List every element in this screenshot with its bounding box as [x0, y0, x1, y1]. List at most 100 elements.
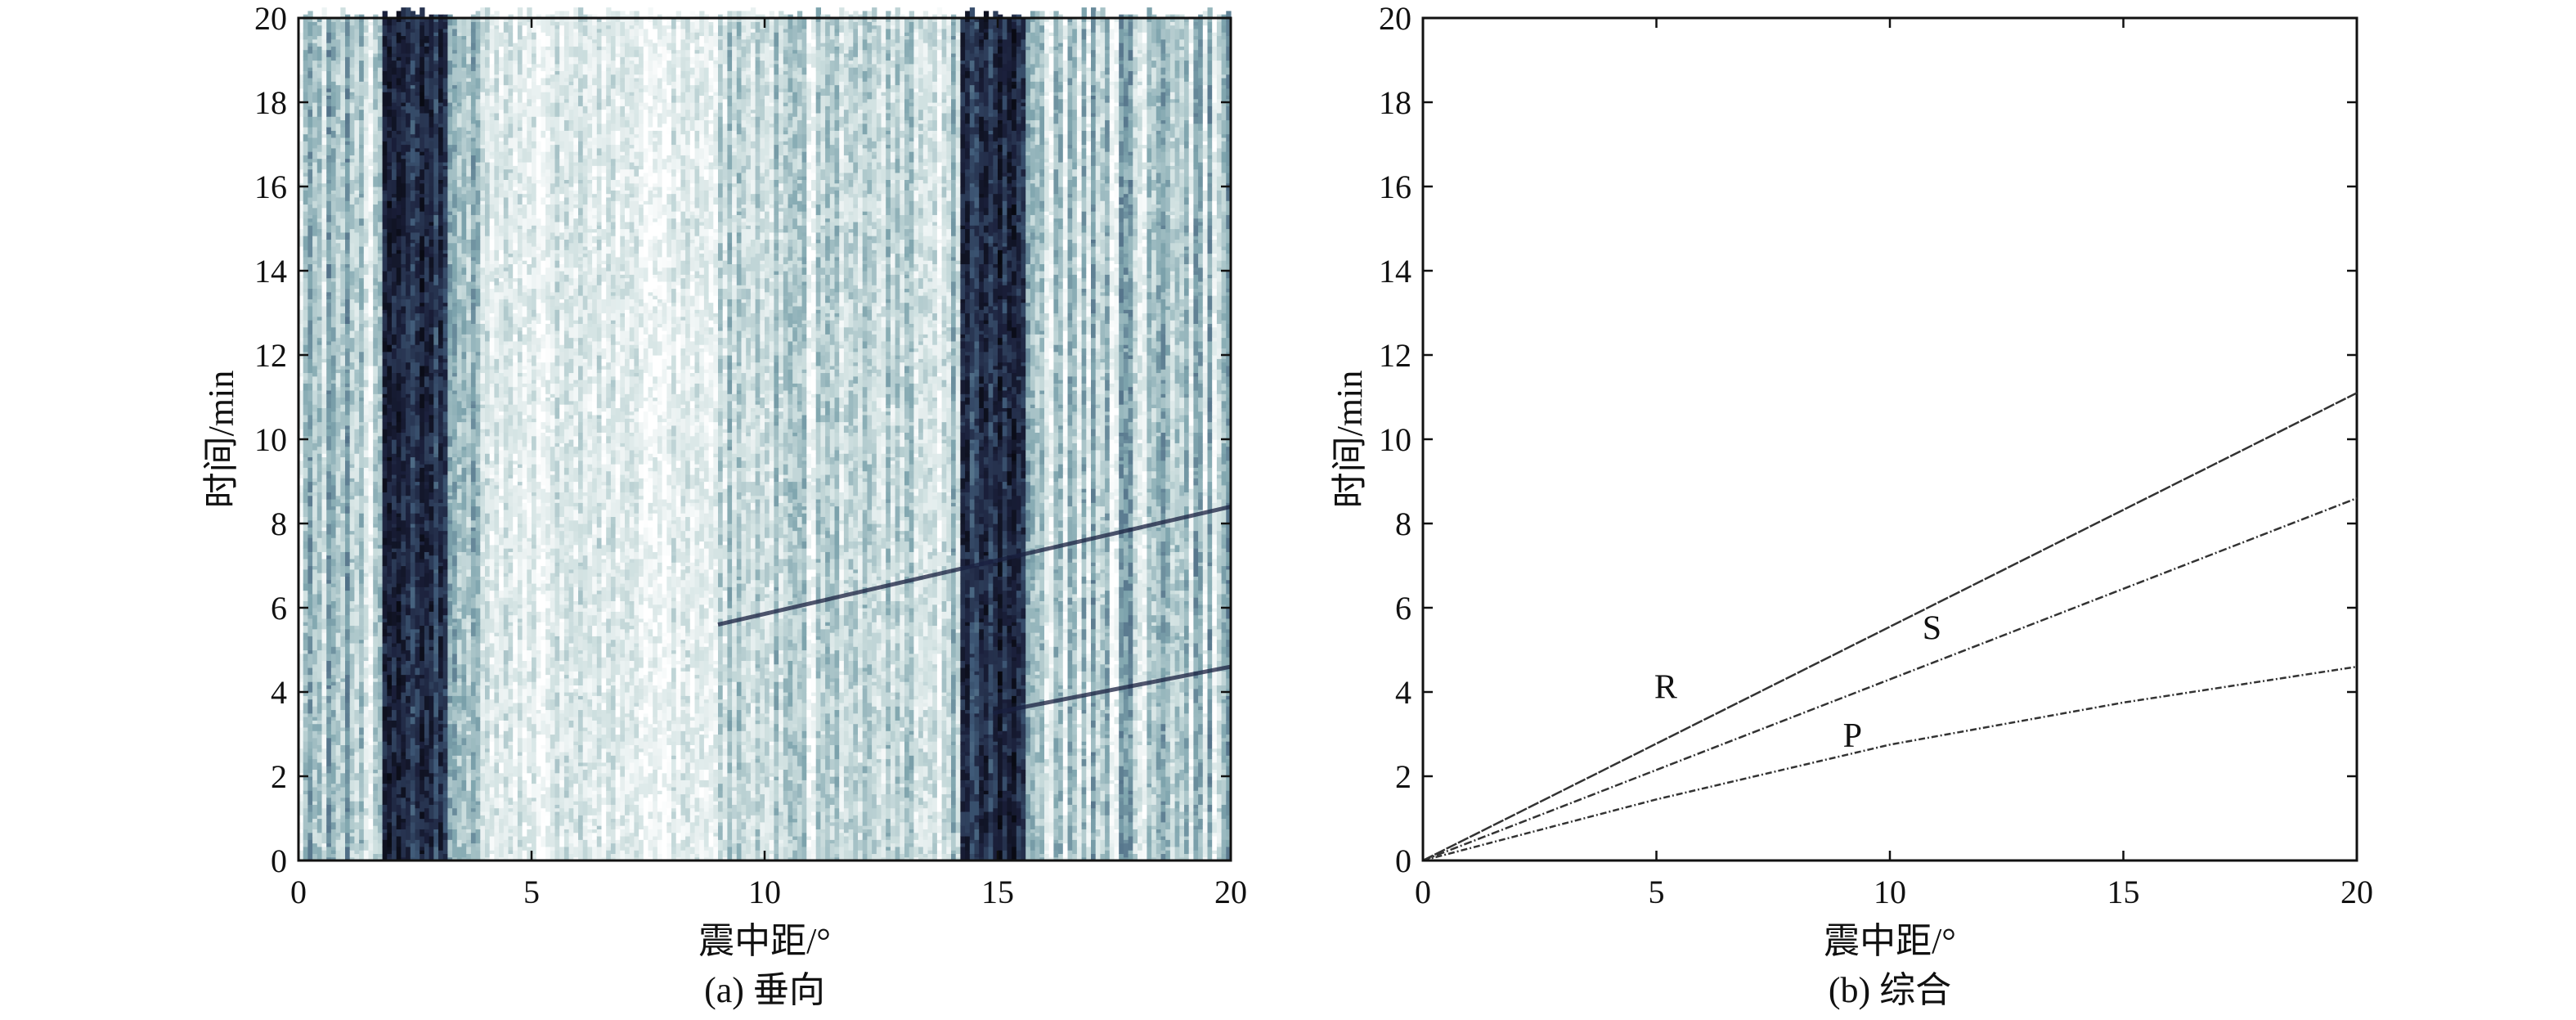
heatmap-cell [442, 169, 448, 177]
heatmap-cell [387, 380, 393, 388]
heatmap-cell [387, 604, 393, 612]
heatmap-cell [401, 576, 406, 581]
heatmap-cell [527, 449, 532, 458]
heatmap-cell [485, 7, 491, 22]
heatmap-cell [349, 758, 355, 774]
heatmap-cell [373, 186, 379, 191]
heatmap-cell [461, 407, 467, 416]
heatmap-cell [406, 271, 411, 275]
heatmap-cell [359, 706, 365, 711]
heatmap-cell [420, 453, 425, 465]
heatmap-cell [503, 663, 509, 672]
heatmap-cell [452, 155, 458, 160]
heatmap-cell [420, 850, 425, 855]
heatmap-cell [401, 35, 406, 40]
heatmap-cell [424, 411, 430, 423]
heatmap-cell [456, 127, 463, 142]
heatmap-cell [340, 748, 346, 753]
heatmap-cell [321, 260, 327, 265]
heatmap-cell [447, 414, 453, 423]
heatmap-cell [359, 267, 365, 279]
heatmap-cell [447, 407, 453, 416]
heatmap-cell [377, 245, 384, 250]
heatmap-cell [415, 375, 420, 380]
heatmap-cell [424, 608, 430, 619]
heatmap-cell [373, 769, 379, 774]
heatmap-cell [401, 316, 406, 324]
heatmap-cell [485, 453, 491, 465]
heatmap-cell [326, 158, 332, 163]
heatmap-cell [415, 52, 420, 68]
heatmap-cell [499, 720, 505, 735]
heatmap-cell [312, 245, 318, 261]
heatmap-cell [420, 576, 425, 587]
heatmap-cell [461, 856, 467, 861]
heatmap-cell [340, 169, 346, 177]
heatmap-cell [373, 558, 379, 567]
heatmap-cell [470, 484, 477, 500]
heatmap-cell [401, 509, 406, 521]
heatmap-cell [340, 74, 346, 86]
heatmap-cell [307, 565, 313, 570]
heatmap-cell [517, 582, 523, 595]
heatmap-cell [461, 52, 467, 57]
heatmap-cell [532, 214, 537, 226]
heatmap-cell [410, 801, 416, 805]
heatmap-cell [363, 348, 370, 363]
heatmap-cell [401, 751, 406, 756]
heatmap-cell [438, 435, 444, 443]
heatmap-cell [330, 856, 337, 861]
heatmap-cell [406, 801, 411, 816]
heatmap-cell [475, 608, 481, 622]
heatmap-cell [470, 467, 477, 483]
heatmap-cell [298, 544, 304, 559]
heatmap-cell [298, 295, 304, 310]
heatmap-cell [410, 446, 416, 458]
heatmap-cell [480, 744, 486, 760]
heatmap-cell [335, 818, 341, 834]
heatmap-cell [461, 628, 467, 644]
heatmap-cell [410, 856, 416, 861]
heatmap-cell [410, 231, 416, 240]
heatmap-cell [480, 365, 486, 374]
heatmap-cell [532, 245, 537, 258]
heatmap-cell [527, 541, 532, 556]
heatmap-cell [438, 112, 444, 124]
heatmap-cell [415, 386, 420, 391]
heatmap-cell [377, 400, 384, 412]
heatmap-cell [363, 127, 370, 131]
heatmap-cell [433, 309, 439, 317]
heatmap-cell [345, 211, 351, 222]
heatmap-cell [470, 751, 477, 756]
heatmap-cell [307, 299, 313, 303]
heatmap-cell [307, 780, 313, 791]
heatmap-cell [429, 326, 434, 335]
heatmap-cell [373, 176, 379, 187]
heatmap-cell [475, 576, 481, 581]
heatmap-cell [316, 21, 323, 26]
heatmap-cell [340, 144, 346, 152]
heatmap-cell [447, 133, 453, 146]
heatmap-cell [392, 242, 397, 254]
heatmap-cell [335, 386, 341, 391]
heatmap-cell [536, 544, 541, 556]
heatmap-cell [433, 196, 439, 205]
heatmap-cell [433, 772, 439, 777]
heatmap-cell [424, 653, 430, 665]
heatmap-cell [312, 362, 318, 366]
heatmap-cell [392, 46, 397, 54]
heatmap-cell [345, 677, 351, 693]
heatmap-cell [429, 688, 434, 696]
heatmap-cell [359, 425, 365, 437]
heatmap-cell [485, 429, 491, 437]
heatmap-cell [489, 52, 495, 65]
heatmap-cell [424, 372, 430, 377]
heatmap-cell [396, 214, 402, 219]
heatmap-cell [354, 288, 360, 293]
heatmap-cell [517, 618, 523, 622]
heatmap-cell [373, 305, 379, 310]
heatmap-cell [442, 432, 448, 437]
heatmap-cell [480, 404, 486, 408]
heatmap-cell [349, 568, 355, 577]
heatmap-cell [316, 723, 323, 731]
